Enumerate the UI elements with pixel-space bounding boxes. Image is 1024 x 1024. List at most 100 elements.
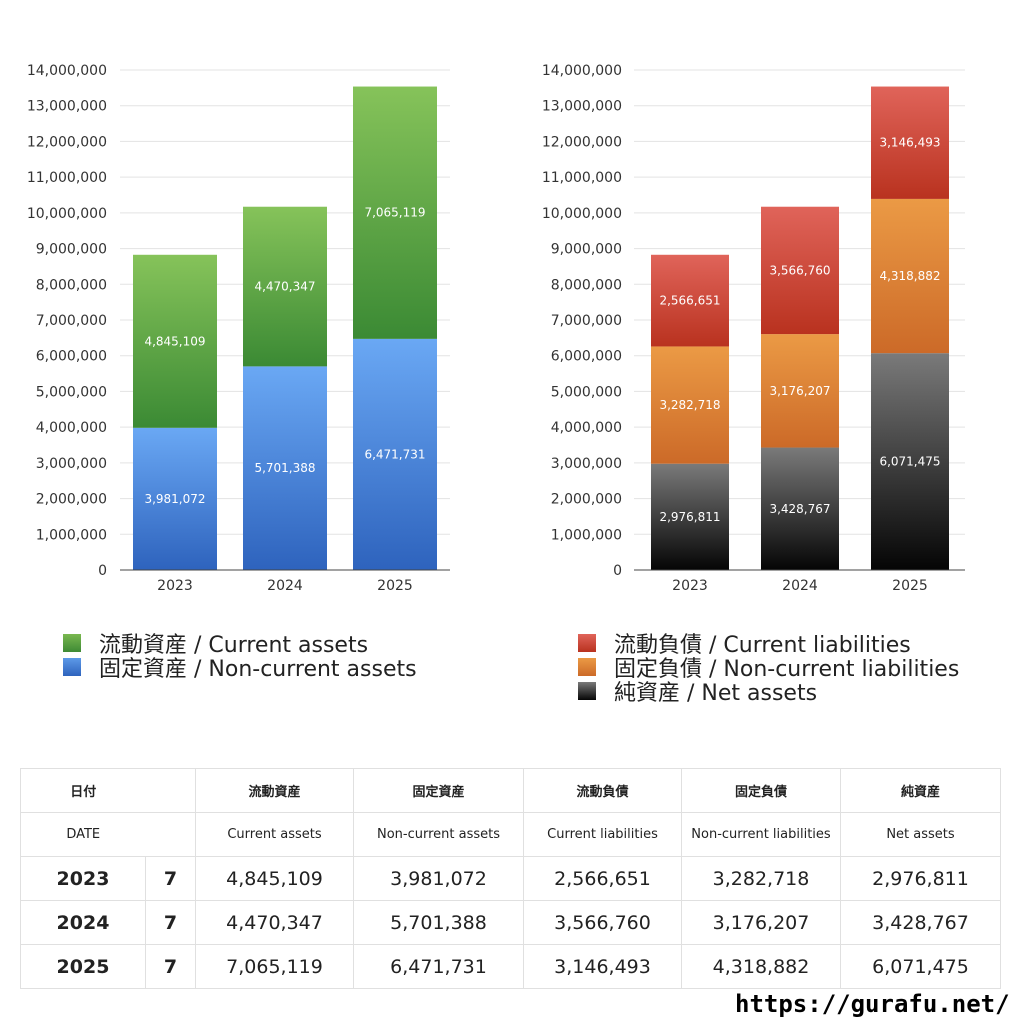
header-current-liabilities-en: Current liabilities	[523, 812, 682, 857]
header-spacer	[145, 768, 196, 813]
cell-current-assets: 4,470,347	[195, 900, 354, 945]
y-tick-label: 12,000,000	[27, 134, 107, 150]
cell-current-liabilities: 3,146,493	[523, 944, 682, 989]
bar-segment	[651, 254, 729, 347]
bar-segment	[133, 254, 217, 428]
legend-label: 流動資産 / Current assets	[99, 633, 369, 658]
bar-segment	[133, 427, 217, 570]
y-tick-label: 0	[98, 563, 107, 579]
y-tick-label: 12,000,000	[542, 134, 622, 150]
y-tick-label: 8,000,000	[551, 277, 622, 293]
assets-legend: 流動資産 / Current assets 固定資産 / Non-current…	[63, 631, 417, 682]
legend-swatch	[63, 658, 81, 676]
cell-net-assets: 3,428,767	[840, 900, 1001, 945]
legend-label: 純資産 / Net assets	[614, 681, 818, 706]
legend-label: 流動負債 / Current liabilities	[614, 633, 911, 658]
header-date-jp: 日付	[20, 768, 146, 813]
x-tick-label: 2024	[267, 578, 303, 594]
bar-segment	[761, 447, 839, 570]
bar-value-label: 3,282,718	[659, 398, 720, 412]
bar-value-label: 5,701,388	[254, 461, 315, 475]
header-non-current-assets-jp: 固定資産	[353, 768, 524, 813]
y-tick-label: 11,000,000	[27, 170, 107, 186]
table-row: 2024 7 4,470,347 5,701,388 3,566,760 3,1…	[20, 900, 1001, 945]
data-table: 日付 流動資産 固定資産 流動負債 固定負債 純資産 DATE Current …	[20, 768, 1001, 989]
bar-value-label: 4,845,109	[144, 334, 205, 348]
site-url-link[interactable]: https://gurafu.net/	[735, 990, 1010, 1018]
header-current-liabilities-jp: 流動負債	[523, 768, 682, 813]
liabilities-chart: 0 1,000,000 2,000,000 3,000,000 4,000,000 5,0…	[542, 63, 965, 594]
y-tick-label: 5,000,000	[36, 384, 107, 400]
row-year: 2025	[20, 944, 146, 989]
legend-item-non-current-liabilities: 固定負債 / Non-current liabilities	[578, 655, 959, 682]
bar-value-label: 3,981,072	[144, 492, 205, 506]
legend-swatch	[578, 634, 596, 652]
y-tick-label: 6,000,000	[36, 349, 107, 365]
x-tick-label: 2025	[892, 578, 928, 594]
y-tick-label: 8,000,000	[36, 277, 107, 293]
bar-value-label: 6,471,731	[364, 447, 425, 461]
header-non-current-liabilities-jp: 固定負債	[681, 768, 841, 813]
x-tick-label: 2024	[782, 578, 818, 594]
legend-label: 固定資産 / Non-current assets	[99, 657, 417, 682]
y-tick-label: 1,000,000	[551, 527, 622, 543]
y-tick-label: 10,000,000	[542, 206, 622, 222]
row-year: 2024	[20, 900, 146, 945]
charts-canvas: 0 1,000,000 2,000,000 3,000,000 4,000,000 5,0…	[27, 63, 965, 594]
y-tick-label: 11,000,000	[542, 170, 622, 186]
row-month: 7	[145, 856, 196, 901]
y-tick-label: 4,000,000	[551, 420, 622, 436]
y-tick-label: 3,000,000	[36, 456, 107, 472]
legend-swatch	[63, 634, 81, 652]
header-non-current-assets-en: Non-current assets	[353, 812, 524, 857]
cell-current-assets: 4,845,109	[195, 856, 354, 901]
header-non-current-liabilities-en: Non-current liabilities	[681, 812, 841, 857]
legend-item-current-assets: 流動資産 / Current assets	[63, 631, 417, 658]
x-tick-label: 2023	[672, 578, 708, 594]
legend-swatch	[578, 658, 596, 676]
y-tick-label: 10,000,000	[27, 206, 107, 222]
header-net-assets-en: Net assets	[840, 812, 1001, 857]
cell-current-liabilities: 3,566,760	[523, 900, 682, 945]
y-tick-label: 4,000,000	[36, 420, 107, 436]
y-tick-label: 7,000,000	[36, 313, 107, 329]
y-tick-label: 13,000,000	[542, 99, 622, 115]
bar-segment	[871, 198, 949, 354]
y-tick-label: 9,000,000	[36, 242, 107, 258]
legend-item-non-current-assets: 固定資産 / Non-current assets	[63, 655, 417, 682]
y-tick-label: 0	[613, 563, 622, 579]
bar-value-label: 6,071,475	[879, 455, 940, 469]
table-row: 2025 7 7,065,119 6,471,731 3,146,493 4,3…	[20, 944, 1001, 989]
y-tick-label: 2,000,000	[551, 492, 622, 508]
legend-item-net-assets: 純資産 / Net assets	[578, 679, 959, 706]
legend-swatch	[578, 682, 596, 700]
header-current-assets-jp: 流動資産	[195, 768, 354, 813]
row-year: 2023	[20, 856, 146, 901]
cell-non-current-liabilities: 3,176,207	[681, 900, 841, 945]
cell-non-current-liabilities: 3,282,718	[681, 856, 841, 901]
legend-label: 固定負債 / Non-current liabilities	[614, 657, 960, 682]
bar-segment	[651, 346, 729, 464]
cell-non-current-assets: 6,471,731	[353, 944, 524, 989]
legend-item-current-liabilities: 流動負債 / Current liabilities	[578, 631, 959, 658]
bar-value-label: 3,176,207	[769, 384, 830, 398]
bar-value-label: 2,976,811	[659, 510, 720, 524]
bar-value-label: 7,065,119	[364, 206, 425, 220]
header-spacer	[145, 812, 196, 857]
y-tick-label: 2,000,000	[36, 492, 107, 508]
bar-segment	[243, 366, 327, 570]
bar-segment	[871, 353, 949, 570]
cell-net-assets: 6,071,475	[840, 944, 1001, 989]
bar-value-label: 4,318,882	[879, 269, 940, 283]
bar-value-label: 3,146,493	[879, 136, 940, 150]
cell-current-assets: 7,065,119	[195, 944, 354, 989]
bar-segment	[353, 338, 437, 570]
bar-value-label: 4,470,347	[254, 280, 315, 294]
bar-segment	[353, 86, 437, 339]
row-month: 7	[145, 944, 196, 989]
liabilities-legend: 流動負債 / Current liabilities 固定負債 / Non-cu…	[578, 631, 959, 706]
y-tick-label: 14,000,000	[542, 63, 622, 79]
bar-segment	[871, 86, 949, 199]
y-tick-label: 9,000,000	[551, 242, 622, 258]
header-net-assets-jp: 純資産	[840, 768, 1001, 813]
